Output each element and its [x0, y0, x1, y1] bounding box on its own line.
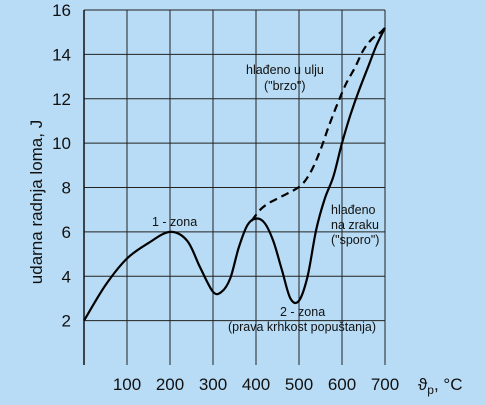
grid [83, 9, 386, 365]
x-tick-label-4: 500 [285, 375, 313, 394]
x-axis-label: ϑp, °C [418, 375, 463, 397]
annotations: 1 - zona hlađeno u ulju ("brzo") hlađeno… [152, 63, 379, 334]
x-axis-label-unit: , °C [434, 375, 463, 394]
x-tick-label-0: 100 [113, 375, 141, 394]
x-tick-label-6: 700 [371, 375, 399, 394]
y-tick-label-5: 12 [52, 90, 71, 109]
x-tick-label-3: 400 [242, 375, 270, 394]
x-tick-label-1: 200 [156, 375, 184, 394]
y-tick-label-6: 14 [52, 45, 71, 64]
y-axis-label: udarna radnja loma, J [27, 120, 46, 284]
x-axis-label-subscript: p [427, 383, 434, 397]
annotation-air-line1: hlađeno [331, 203, 376, 217]
annotation-zone1: 1 - zona [152, 215, 197, 229]
series-line-1 [250, 27, 386, 222]
x-axis-label-symbol: ϑ [418, 375, 428, 394]
y-tick-label-7: 16 [52, 1, 71, 20]
curves [83, 27, 386, 322]
y-tick-label-3: 8 [62, 179, 71, 198]
annotation-zone2: 2 - zona [280, 305, 325, 319]
y-tick-label-0: 2 [62, 312, 71, 331]
annotation-air-line2: na zraku [331, 218, 379, 232]
y-tick-label-1: 4 [62, 267, 71, 286]
annotation-zone2-note: (prava krhkost popuštanja) [228, 320, 376, 334]
annotation-air-line3: ("sporo") [331, 233, 379, 247]
series-line-0 [83, 27, 386, 322]
annotation-oil-line1: hlađeno u ulju [246, 63, 324, 77]
y-tick-label-2: 6 [62, 223, 71, 242]
x-tick-label-5: 600 [328, 375, 356, 394]
x-tick-label-2: 300 [199, 375, 227, 394]
y-tick-label-4: 10 [52, 134, 71, 153]
annotation-oil-line2: ("brzo") [264, 79, 306, 93]
tick-labels: 2 4 6 8 10 12 14 16 100 200 300 400 500 600 700 [52, 1, 399, 394]
